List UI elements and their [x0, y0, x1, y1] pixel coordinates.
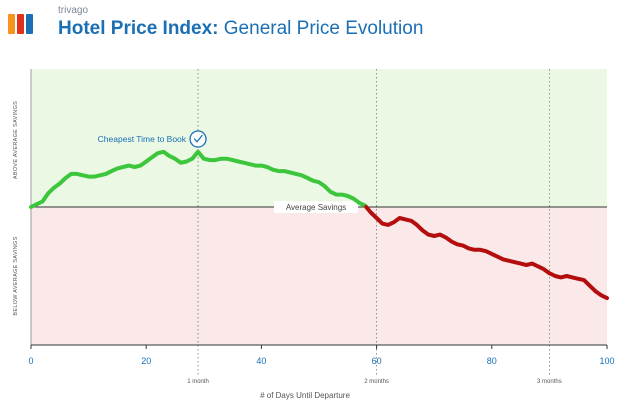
x-tick-label: 80 [487, 356, 497, 366]
above-average-series-line [29, 149, 369, 209]
month-marker-label: 3 months [537, 379, 562, 385]
y-label-below: BELOW AVERAGE SAVINGS [13, 236, 19, 315]
baseline-label-bg [274, 201, 358, 213]
x-tick-label: 100 [599, 356, 614, 366]
logo-bar-orange [8, 14, 15, 34]
x-tick-label: 60 [372, 356, 382, 366]
checkmark-icon [193, 134, 203, 143]
brand-name: trivago [58, 5, 89, 16]
check-circle-icon [189, 130, 207, 148]
month-marker-label: 1 month [187, 379, 209, 385]
title-bold: Hotel Price Index: [58, 18, 219, 39]
month-marker-label: 2 months [364, 379, 389, 385]
logo-bar-blue [26, 14, 33, 34]
cheapest-time-label: Cheapest Time to Book [98, 134, 187, 144]
header [8, 6, 40, 42]
trivago-logo [8, 14, 33, 34]
x-axis-title: # of Days Until Departure [260, 391, 350, 400]
average-savings-label: Average Savings [286, 203, 346, 212]
page-title: Hotel Price Index: General Price Evoluti… [58, 18, 423, 40]
below-average-band [31, 207, 607, 345]
y-label-above: ABOVE AVERAGE SAVINGS [13, 101, 19, 179]
x-tick-label: 0 [28, 356, 33, 366]
x-tick-label: 20 [141, 356, 151, 366]
logo-bar-red [17, 14, 24, 34]
x-tick-label: 40 [256, 356, 266, 366]
title-rest: General Price Evolution [223, 18, 424, 39]
below-average-series-line [364, 205, 609, 301]
